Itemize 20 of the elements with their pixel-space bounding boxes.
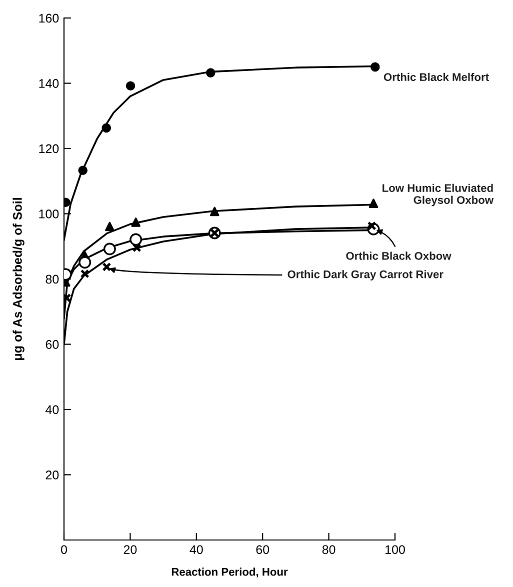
y-tick-label: 60 [46,340,59,349]
y-tick-label: 120 [39,144,59,154]
x-tick-label: 20 [124,545,137,554]
x-tick-label: 0 [61,545,67,554]
y-tick-label: 80 [46,274,59,284]
y-tick-label: 160 [39,14,59,23]
legend-label: Orthic Black Oxbow [346,252,452,260]
y-axis-title: μg of As Adsorbed/g of Soil [12,198,24,360]
x-axis-title: Reaction Period, Hour [172,568,288,578]
x-tick-label: 60 [256,545,270,554]
y-tick-label: 100 [39,210,59,218]
series-label: Low Humic Eluviated Gleysol Oxbow [382,184,494,206]
x-tick-label: 80 [322,545,336,554]
y-tick-label: 40 [46,405,59,414]
x-tick-label: 40 [190,545,203,554]
text: Orthic Dark Gray Carrot River [288,270,444,280]
series-label: Orthic Black Melfort [384,72,489,82]
x-tick-label: 100 [386,545,405,554]
y-tick-label: 140 [39,79,59,88]
y-tick-label: 20 [46,470,59,480]
